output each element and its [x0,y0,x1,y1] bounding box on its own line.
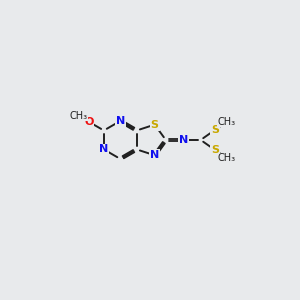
Text: N: N [99,144,109,154]
Text: O: O [84,117,93,127]
Text: N: N [116,116,125,126]
Text: S: S [211,145,219,155]
Text: CH₃: CH₃ [218,117,236,127]
Text: N: N [178,135,188,145]
Text: CH₃: CH₃ [218,153,236,163]
Text: N: N [150,150,159,160]
Text: S: S [151,120,159,130]
Text: S: S [211,125,219,135]
Text: CH₃: CH₃ [69,111,87,121]
